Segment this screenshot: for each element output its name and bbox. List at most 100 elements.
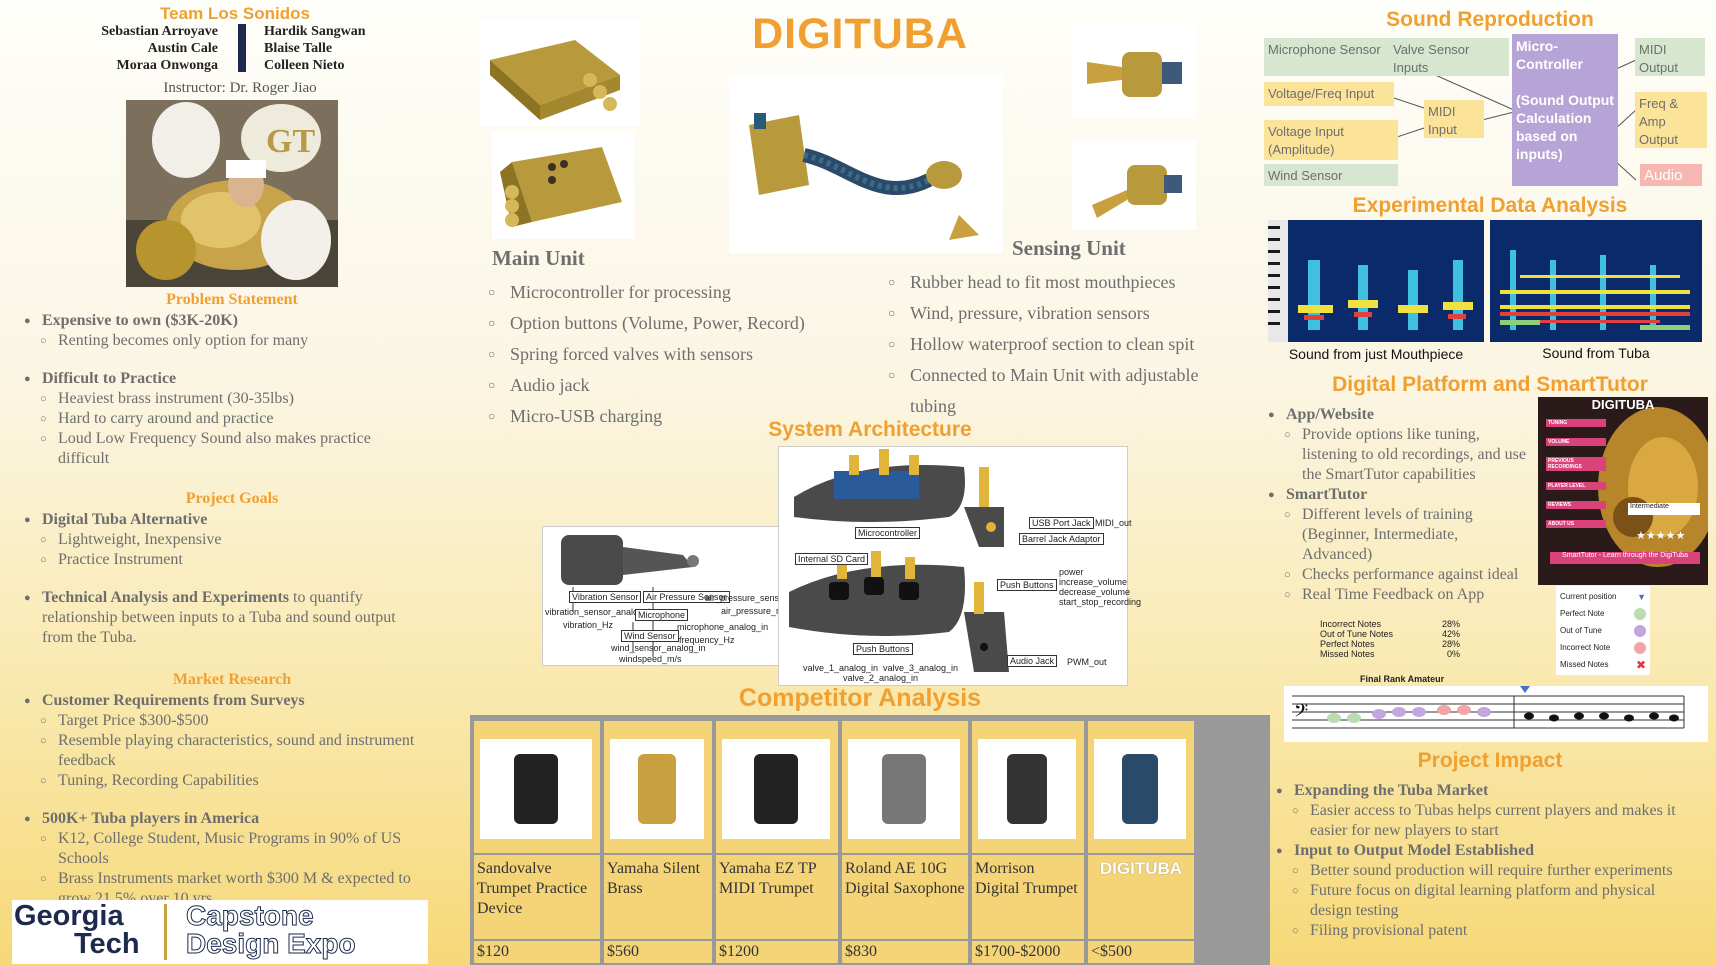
gt-logo: GT	[266, 123, 315, 160]
feature-item: Hollow waterproof section to clean spit	[888, 329, 1238, 360]
competitor-image-cell	[604, 721, 712, 853]
competitor-price: <$500	[1088, 941, 1194, 963]
stat-row: Perfect Notes 28%	[1320, 639, 1460, 649]
stat-value: 42%	[1441, 629, 1460, 639]
expo-wordmark: Capstone Design Expo	[186, 900, 357, 959]
arch-label: Barrel Jack Adaptor	[1019, 533, 1104, 545]
arch-label: USB Port Jack	[1029, 517, 1094, 529]
box-microcontroller: Micro-Controller (Sound Output Calculati…	[1512, 34, 1618, 186]
list-item: App/Website	[1266, 405, 1526, 425]
box-midi-out: MIDI Output	[1635, 38, 1705, 76]
logo-divider	[164, 904, 167, 960]
divider	[238, 24, 246, 72]
competitor-image-cell	[1088, 721, 1194, 853]
list-item: Brass Instruments market worth $300 M & …	[22, 869, 432, 901]
competitor-image-cell	[716, 721, 838, 853]
arch-label: vibration_sensor_analog_in	[545, 607, 656, 617]
legend-row: Missed Notes ✖	[1560, 656, 1646, 673]
arch-label: microphone_analog_in	[677, 622, 769, 632]
list-item: Easier access to Tubas helps current pla…	[1274, 801, 1684, 841]
feature-item: Spring forced valves with sensors	[488, 339, 848, 370]
box-wind: Wind Sensor	[1264, 164, 1398, 186]
list-item: Loud Low Frequency Sound also makes prac…	[22, 429, 422, 469]
feature-item: Wind, pressure, vibration sensors	[888, 298, 1238, 329]
list-item: Difficult to Practice	[22, 369, 422, 389]
list-item: Real Time Feedback on App	[1266, 585, 1526, 605]
stat-label: Incorrect Notes	[1320, 619, 1382, 629]
member-name: Austin Cale	[147, 41, 218, 56]
arch-label: start_stop_recording	[1059, 597, 1142, 607]
competitor-product-image	[610, 739, 704, 839]
feature-item: Rubber head to fit most mouthpieces	[888, 267, 1238, 298]
stat-label: Perfect Notes	[1320, 639, 1375, 649]
list-item: Digital Tuba Alternative	[22, 510, 422, 530]
app-stars: ★★★★★	[1636, 530, 1686, 542]
digituba-render	[729, 75, 1003, 253]
current-position-icon: ▼	[1637, 591, 1646, 602]
list-item: Filing provisional patent	[1274, 921, 1684, 941]
product-shape	[1007, 754, 1047, 824]
spectrogram-tuba	[1490, 220, 1702, 342]
list-item: Different levels of training (Beginner, …	[1266, 505, 1526, 565]
product-shape	[513, 754, 559, 824]
member-name: Moraa Onwonga	[116, 58, 219, 73]
arch-label: air_pressure_mBar	[721, 606, 798, 616]
competitor-heading: Competitor Analysis	[738, 684, 982, 712]
feature-item: Microcontroller for processing	[488, 277, 848, 308]
app-menu-item[interactable]: REVIEWS	[1546, 501, 1606, 509]
list-item: Resemble playing characteristics, sound …	[22, 731, 432, 771]
note-swatch-icon	[1634, 641, 1646, 654]
legend-row: Perfect Note	[1560, 605, 1646, 622]
platform-list: App/WebsiteProvide options like tuning, …	[1266, 405, 1526, 605]
app-menu-item[interactable]: TUNING	[1546, 419, 1606, 427]
poster-title: DIGITUBA	[752, 10, 968, 58]
list-item: K12, College Student, Music Programs in …	[22, 829, 432, 869]
list-item: Expanding the Tuba Market	[1274, 781, 1684, 801]
app-menu-item[interactable]: ABOUT US	[1546, 520, 1606, 528]
legend-label: Current position	[1560, 592, 1617, 601]
competitor-price: $120	[474, 941, 600, 963]
list-item: 500K+ Tuba players in America	[22, 809, 432, 829]
competitor-product-image	[848, 739, 960, 839]
experimental-heading: Experimental Data Analysis	[1352, 194, 1628, 217]
missed-x-icon: ✖	[1635, 657, 1646, 672]
product-shape	[881, 754, 927, 824]
arch-label: Microphone	[635, 609, 689, 621]
list-item: Expensive to own ($3K-20K)	[22, 311, 422, 331]
competitor-product-image	[1094, 739, 1186, 839]
platform-heading: Digital Platform and SmartTutor	[1332, 373, 1648, 396]
instructor: Instructor: Dr. Roger Jiao	[163, 80, 317, 96]
member-name: Blaise Talle	[264, 41, 333, 56]
expo-logo: Georgia Tech Capstone Design Expo	[12, 900, 428, 964]
sensing-unit-render-2	[1072, 140, 1196, 230]
list-item: SmartTutor	[1266, 485, 1526, 505]
list-spacer	[22, 791, 432, 809]
stats-table: Incorrect Notes 28% Out of Tune Notes 42% Pe…	[1320, 619, 1460, 659]
note-swatch-icon	[1634, 607, 1646, 620]
feature-item: Micro-USB charging	[488, 401, 848, 432]
competitor-price: $560	[604, 941, 712, 963]
arch-label: air_pressure_sensor_analog_in	[705, 593, 832, 603]
app-menu-item[interactable]: PLAYER LEVEL	[1546, 482, 1606, 490]
stat-value: 28%	[1441, 639, 1460, 649]
app-footer: SmartTutor - Learn through the DigiTuba	[1550, 552, 1700, 564]
caption-mouthpiece: Sound from just Mouthpiece	[1288, 346, 1464, 362]
stat-value: 0%	[1446, 649, 1460, 659]
competitor-image-cell	[972, 721, 1084, 853]
feature-item: Option buttons (Volume, Power, Record)	[488, 308, 848, 339]
market-heading: Market Research	[172, 671, 292, 688]
app-menu-item[interactable]: PREVIOUS RECORDINGS	[1546, 457, 1606, 471]
arch-label: Air Pressure Sensor	[643, 591, 730, 603]
app-title: DIGITUBA	[1591, 397, 1655, 412]
competitor-product-image	[978, 739, 1076, 839]
competitor-price: $830	[842, 941, 968, 963]
problem-heading: Problem Statement	[166, 291, 298, 308]
competitor-name: DIGITUBA	[1088, 855, 1194, 939]
list-item: Future focus on digital learning platfor…	[1274, 881, 1684, 921]
list-spacer	[22, 570, 422, 588]
arch-label: PWM_out	[1067, 657, 1107, 667]
app-menu-item[interactable]: VOLUME	[1546, 438, 1606, 446]
goals-list: Digital Tuba AlternativeLightweight, Ine…	[22, 510, 422, 648]
competitor-image-cell	[842, 721, 968, 853]
competitor-name: Yamaha Silent Brass	[604, 855, 712, 939]
